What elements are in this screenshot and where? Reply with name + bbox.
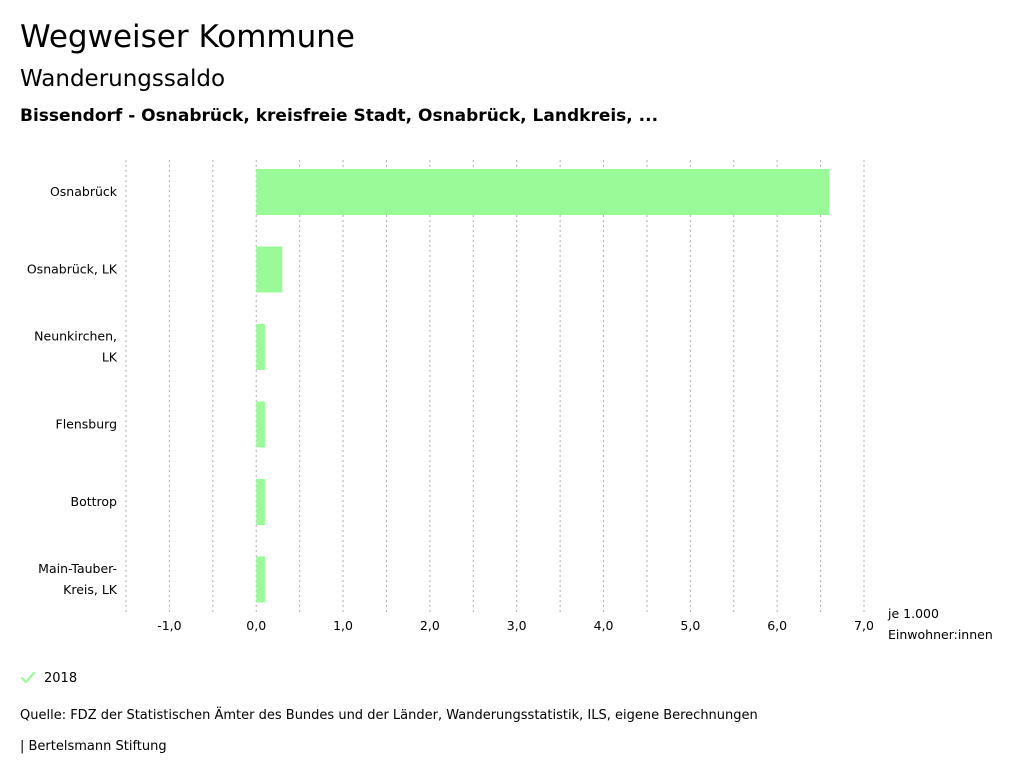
category-label: Bottrop	[71, 494, 118, 509]
x-tick-label: 3,0	[507, 618, 527, 633]
brand-footer: | Bertelsmann Stiftung	[20, 739, 167, 754]
check-icon	[20, 671, 36, 684]
category-label: Main-Tauber-Kreis, LK	[38, 561, 118, 597]
bar[interactable]	[256, 556, 265, 603]
chart-subtitle: Wanderungssaldo	[20, 66, 226, 92]
region-selection: Bissendorf - Osnabrück, kreisfreie Stadt…	[20, 106, 659, 126]
grid-lines	[125, 160, 865, 612]
x-axis-unit-line-2: Einwohner:innen	[888, 627, 993, 642]
legend-label: 2018	[44, 670, 78, 686]
x-tick-label: 7,0	[854, 618, 874, 633]
x-tick-label: 5,0	[680, 618, 700, 633]
x-tick-label: 2,0	[420, 618, 440, 633]
x-tick-labels: -1,0 0,0 1,0 2,0 3,0 4,0 5,0 6,0 7,0	[157, 618, 874, 633]
bar[interactable]	[256, 401, 265, 448]
legend-item-2018[interactable]: 2018	[20, 668, 77, 688]
category-label: Flensburg	[56, 417, 118, 432]
x-tick-label: 4,0	[594, 618, 614, 633]
x-tick-label: 0,0	[246, 618, 266, 633]
bar[interactable]	[256, 246, 283, 293]
x-axis-unit-line-1: je 1.000	[887, 606, 939, 621]
x-axis-unit-label: je 1.000 Einwohner:innen	[887, 606, 993, 642]
x-tick-label: 6,0	[767, 618, 787, 633]
bars	[256, 169, 830, 603]
category-label: Neunkirchen, LK	[34, 329, 118, 365]
category-label: Osnabrück, LK	[27, 262, 118, 277]
source-note: Quelle: FDZ der Statistischen Ämter des …	[20, 708, 758, 723]
category-label: Osnabrück	[50, 184, 118, 199]
x-tick-label: 1,0	[333, 618, 353, 633]
bar-chart: Osnabrück Osnabrück, LK Neunkirchen, LK Flen…	[27, 160, 993, 642]
bar[interactable]	[256, 324, 265, 370]
category-labels: Osnabrück Osnabrück, LK Neunkirchen, LK Flen…	[27, 184, 118, 597]
bar[interactable]	[256, 169, 830, 215]
bar[interactable]	[256, 479, 265, 525]
x-tick-label: -1,0	[157, 618, 181, 633]
page-title: Wegweiser Kommune	[20, 19, 355, 55]
